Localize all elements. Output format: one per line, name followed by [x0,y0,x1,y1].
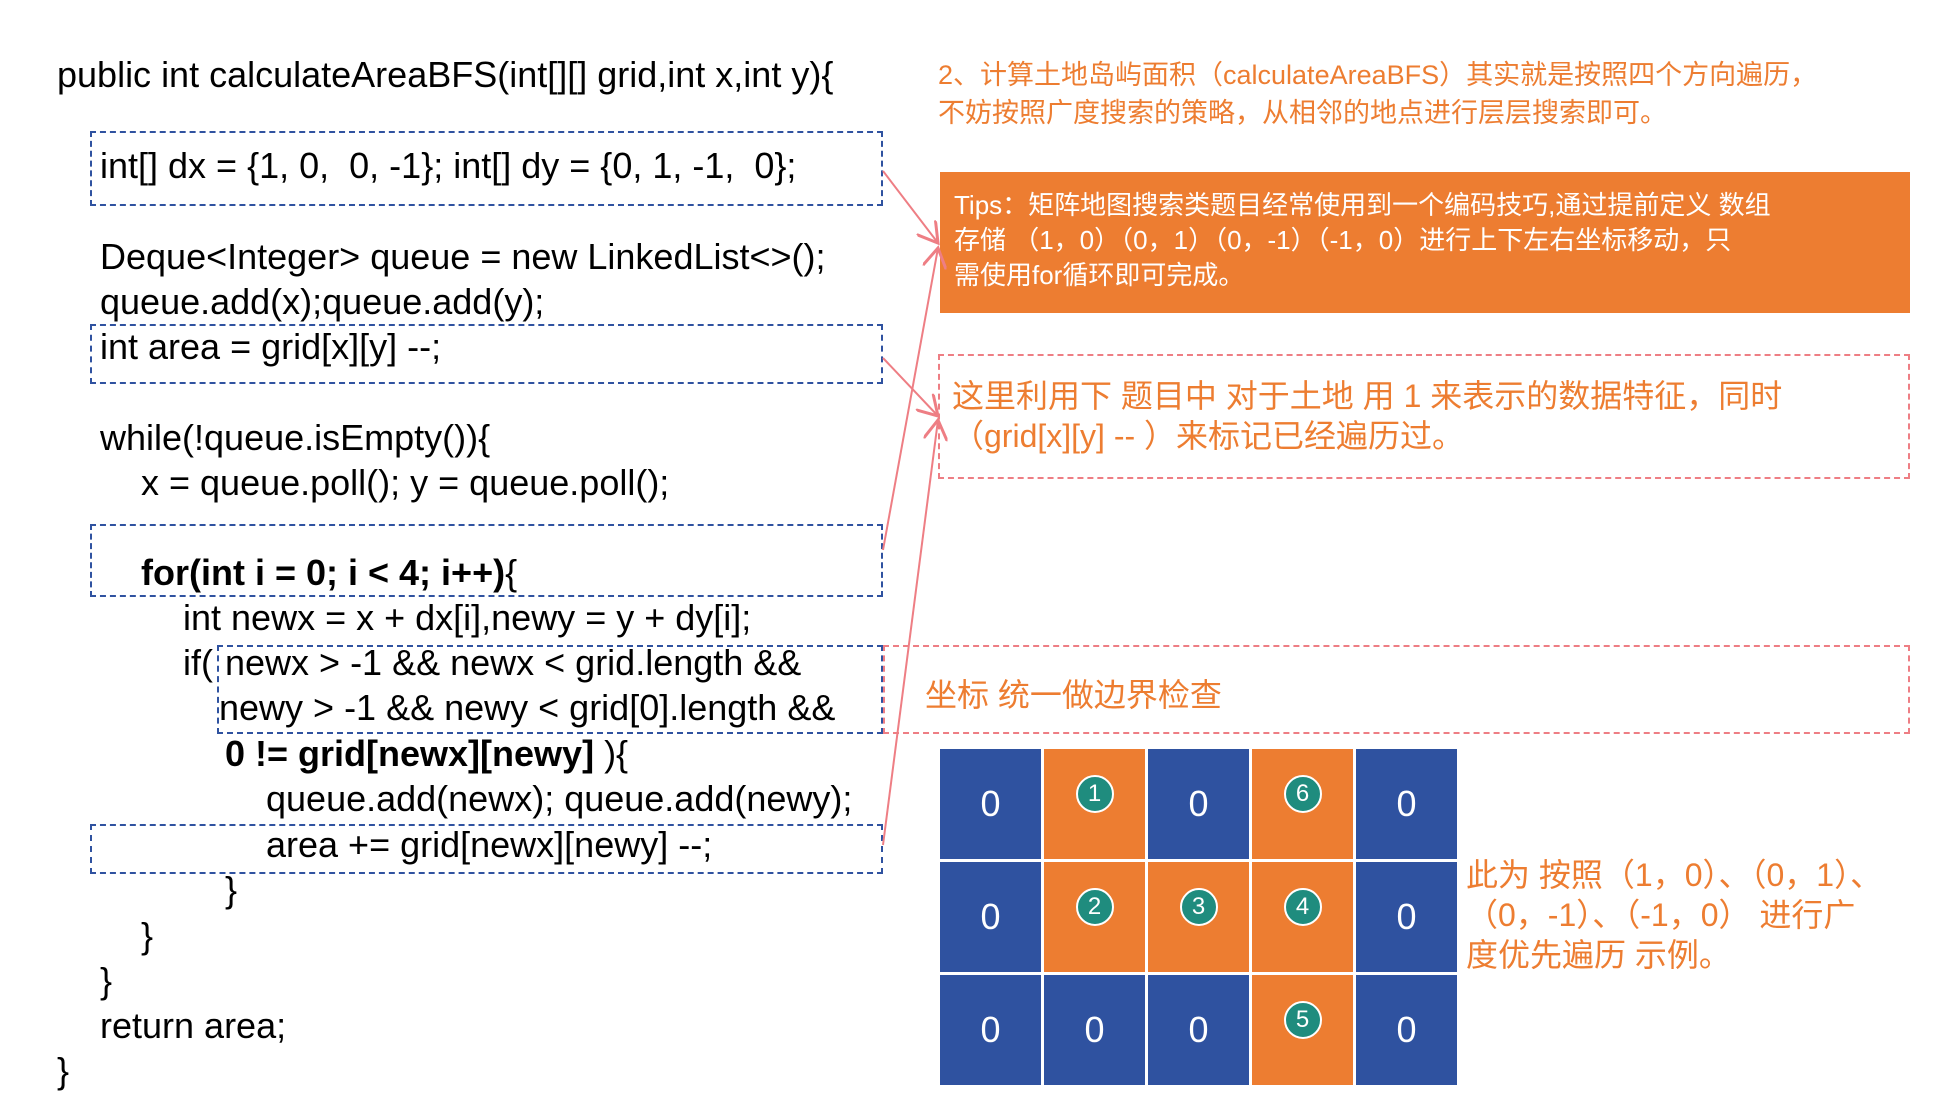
cond-close: ){ [594,733,629,774]
highlight-bounds-check [217,645,883,734]
intro-note: 2、计算土地岛屿面积（calculateAreaBFS）其实就是按照四个方向遍历… [938,56,1817,132]
brace: { [505,552,518,593]
arrow-for-to-tips [882,248,938,551]
intro-line: 不妨按照广度搜索的策略，从相邻的地点进行层层搜索即可。 [938,98,1667,128]
cell-value: 0 [1084,1009,1105,1050]
code-line: } [225,869,238,910]
land-cell: 6 [1252,749,1353,859]
tips-box: Tips：矩阵地图搜索类题目经常使用到一个编码技巧,通过提前定义 数组 存储 （1… [940,172,1910,313]
arrow-area-to-marker [882,357,938,416]
code-line: while(!queue.isEmpty()){ [100,417,491,458]
land-cell: 5 [1252,975,1353,1085]
water-cell: 0 [1148,975,1249,1085]
cell-value: 0 [980,896,1001,937]
cell-value: 0 [980,1009,1001,1050]
nonzero-check: 0 != grid[newx][newy] [225,733,595,774]
code-line: int area = grid[x][y] --; [100,326,442,367]
land-cell: 3 [1148,862,1249,972]
code-line: x = queue.poll(); y = queue.poll(); [141,462,670,503]
land-cell: 4 [1252,862,1353,972]
bounds-note-box [883,645,1910,734]
cell-value: 0 [1396,783,1417,824]
code-line: Deque<Integer> queue = new LinkedList<>(… [100,236,826,277]
marker-note: 这里利用下 题目中 对于土地 用 1 来表示的数据特征，同时 （grid[x][y… [952,376,1782,456]
code-line-cond: 0 != grid[newx][newy] ){ [225,732,628,776]
for-statement: for(int i = 0; i < 4; i++) [141,552,506,593]
cell-value: 0 [1188,1009,1209,1050]
example-line: （0，-1）、（-1，0） 进行广 [1466,897,1856,933]
intro-line: 2、计算土地岛屿面积（calculateAreaBFS）其实就是按照四个方向遍历… [938,60,1818,90]
land-cell: 2 [1044,862,1145,972]
visit-order-badge: 1 [1075,775,1114,813]
code-line: } [141,915,154,956]
highlight-area-update [90,824,883,874]
arrow-update-to-marker [882,420,938,846]
visit-order-badge: 5 [1283,1001,1322,1039]
tips-line: Tips：矩阵地图搜索类题目经常使用到一个编码技巧,通过提前定义 数组 [954,190,1771,220]
arrow-dx-to-tips [882,170,938,243]
cell-value: 0 [1396,1009,1417,1050]
code-line: int newx = x + dx[i],newy = y + dy[i]; [183,597,752,638]
water-cell: 0 [1356,975,1457,1085]
water-cell: 0 [1356,862,1457,972]
highlight-area-init [90,324,883,384]
example-line: 度优先遍历 示例。 [1466,937,1731,973]
code-line: newy > -1 && newy < grid[0].length && [219,687,836,728]
code-line: } [100,960,113,1001]
code-line: area += grid[newx][newy] --; [266,824,713,865]
water-cell: 0 [940,862,1041,972]
bfs-example-grid: 0 1 0 6 0 0 2 3 4 0 0 0 0 5 0 [940,749,1457,1085]
water-cell: 0 [940,749,1041,859]
code-line: newx > -1 && newx < grid.length && [225,642,802,683]
water-cell: 0 [1044,975,1145,1085]
water-cell: 0 [1148,749,1249,859]
code-line: int[] dx = {1, 0, 0, -1}; int[] dy = {0,… [100,145,797,186]
land-cell: 1 [1044,749,1145,859]
highlight-direction-arrays [90,131,883,206]
tips-line: 需使用for循环即可完成。 [954,260,1245,290]
water-cell: 0 [1356,749,1457,859]
tips-line: 存储 （1，0）（0，1）（0，-1）（-1，0）进行上下左右坐标移动，只 [954,225,1732,255]
code-line: return area; [100,1005,287,1046]
water-cell: 0 [940,975,1041,1085]
cell-value: 0 [1396,896,1417,937]
code-line: } [57,1050,70,1091]
example-line: 此为 按照（1，0）、（0，1）、 [1466,857,1883,893]
highlight-for-loop [90,524,883,597]
code-line-for: for(int i = 0; i < 4; i++){ [141,551,517,595]
cell-value: 0 [1188,783,1209,824]
visit-order-badge: 2 [1075,888,1114,926]
visit-order-badge: 4 [1283,888,1322,926]
code-line: if( [183,642,213,683]
method-signature: public int calculateAreaBFS(int[][] grid… [57,54,834,95]
code-line: queue.add(newx); queue.add(newy); [266,778,853,819]
code-line: queue.add(x);queue.add(y); [100,281,545,322]
marker-line: 这里利用下 题目中 对于土地 用 1 来表示的数据特征，同时 [952,378,1783,414]
visit-order-badge: 6 [1283,775,1322,813]
marker-line: （grid[x][y] -- ）来标记已经遍历过。 [952,418,1465,454]
visit-order-badge: 3 [1179,888,1218,926]
example-note: 此为 按照（1，0）、（0，1）、 （0，-1）、（-1，0） 进行广 度优先遍历 … [1466,855,1882,975]
bounds-note: 坐标 统一做边界检查 [925,677,1222,713]
cell-value: 0 [980,783,1001,824]
